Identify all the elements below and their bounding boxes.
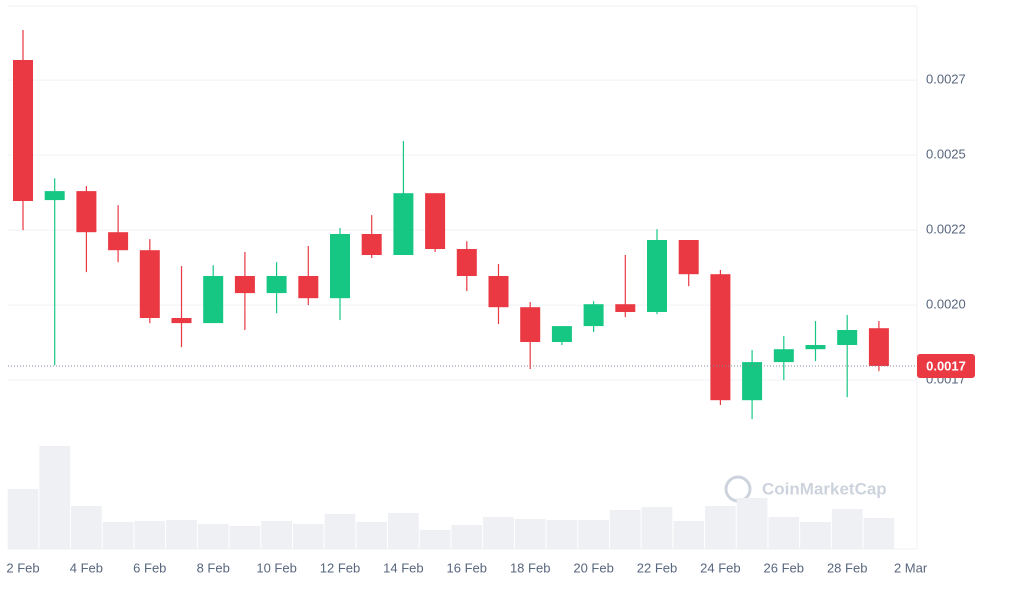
volume-bar xyxy=(388,513,419,549)
x-tick-label: 26 Feb xyxy=(764,560,804,575)
volume-bar xyxy=(292,524,324,549)
volume-bar xyxy=(166,520,197,549)
candle-body xyxy=(773,349,794,363)
candle-body xyxy=(678,240,699,275)
watermark-text: CoinMarketCap xyxy=(762,479,887,498)
volume-bar xyxy=(261,521,292,549)
candle-body xyxy=(171,318,192,324)
volume-bar xyxy=(863,518,895,549)
volume-bar xyxy=(641,507,673,549)
candle-body xyxy=(551,326,572,342)
volume-bar xyxy=(609,510,641,549)
candle-body xyxy=(393,193,414,255)
candle-body xyxy=(76,191,97,233)
volume-bar xyxy=(102,522,134,549)
candle-body xyxy=(837,330,858,345)
volume-bar xyxy=(134,521,166,549)
volume-bar xyxy=(356,522,388,549)
candle-body xyxy=(203,276,224,324)
x-tick-label: 28 Feb xyxy=(827,560,867,575)
volume-bar xyxy=(578,520,609,549)
candle-body xyxy=(266,276,287,294)
x-tick-label: 18 Feb xyxy=(510,560,550,575)
y-tick-label: 0.0020 xyxy=(926,297,966,312)
last-price-box xyxy=(917,354,975,378)
volume-bar xyxy=(768,517,800,549)
x-tick-label: 4 Feb xyxy=(70,560,103,575)
candle-body xyxy=(583,304,604,327)
volume-bar xyxy=(324,514,356,549)
candle-body xyxy=(647,240,667,312)
x-tick-label: 16 Feb xyxy=(447,560,487,575)
candle-body xyxy=(456,249,477,276)
volume-bar xyxy=(71,506,102,549)
volume-bar xyxy=(546,520,578,549)
candle-body xyxy=(234,276,255,294)
candle-body xyxy=(44,191,65,201)
candle-body xyxy=(139,250,160,318)
watermark: CoinMarketCap xyxy=(724,475,887,503)
candle-body xyxy=(488,276,509,308)
candle-body xyxy=(742,362,763,401)
x-tick-label: 10 Feb xyxy=(256,560,296,575)
volume-bar xyxy=(800,522,831,549)
y-tick-label: 0.0027 xyxy=(926,72,966,87)
x-tick-label: 2 Feb xyxy=(6,560,39,575)
x-tick-label: 12 Feb xyxy=(320,560,360,575)
candle-body xyxy=(615,304,636,312)
volume-bar xyxy=(831,509,863,549)
volume-bar xyxy=(673,521,705,549)
x-tick-label: 14 Feb xyxy=(383,560,423,575)
x-tick-label: 20 Feb xyxy=(573,560,613,575)
volume-bar xyxy=(419,530,451,549)
volume-bar xyxy=(483,517,514,549)
x-tick-label: 24 Feb xyxy=(700,560,740,575)
watermark-logo xyxy=(724,475,752,503)
candle-body xyxy=(425,193,446,249)
volume-bar xyxy=(7,489,39,549)
volume-bar xyxy=(197,524,229,549)
volume-bar xyxy=(705,506,736,549)
candle-body xyxy=(361,234,382,255)
candle-body xyxy=(520,307,541,342)
candle-body xyxy=(298,276,319,299)
volume-bar xyxy=(451,525,483,549)
last-price-label: 0.0017 xyxy=(926,358,966,373)
candle-body xyxy=(108,232,129,251)
x-tick-label: 6 Feb xyxy=(133,560,166,575)
candle-body xyxy=(710,274,731,401)
x-tick-label: 22 Feb xyxy=(637,560,677,575)
candle-body xyxy=(13,60,33,201)
volume-bar xyxy=(39,446,71,549)
x-tick-label: 8 Feb xyxy=(197,560,230,575)
x-tick-label: 2 Mar xyxy=(894,560,928,575)
candle-body xyxy=(805,345,826,350)
candle-body xyxy=(868,328,889,366)
volume-bar xyxy=(514,519,546,549)
volume-bar xyxy=(736,498,768,549)
y-tick-label: 0.0022 xyxy=(926,222,966,237)
y-tick-label: 0.0025 xyxy=(926,147,966,162)
volume-bar xyxy=(229,526,261,549)
candle-body xyxy=(330,234,350,299)
